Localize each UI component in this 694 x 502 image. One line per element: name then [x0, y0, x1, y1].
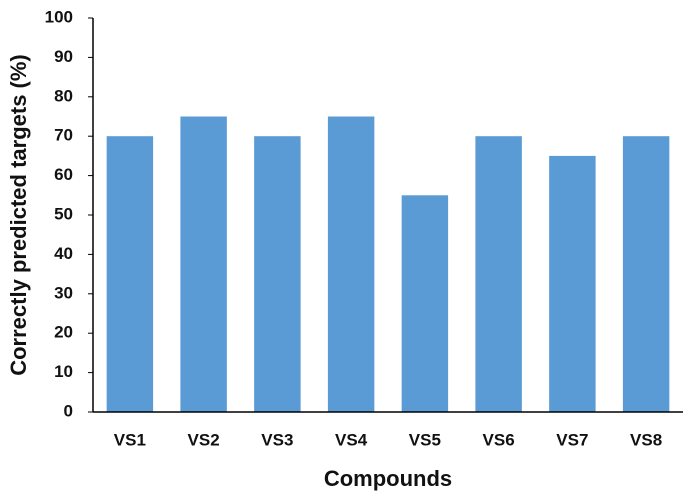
bar: [622, 136, 670, 412]
x-tick-label: VS4: [335, 430, 368, 449]
bar: [327, 116, 375, 412]
bar: [180, 116, 227, 412]
bar: [254, 136, 301, 412]
bar: [475, 136, 522, 412]
y-tick-label: 20: [54, 323, 73, 342]
bar: [106, 136, 154, 412]
y-tick-label: 0: [64, 401, 73, 420]
y-tick-label: 30: [54, 283, 73, 302]
y-tick-label: 100: [45, 7, 73, 26]
bar: [401, 195, 449, 412]
x-tick-label: VS2: [188, 430, 220, 449]
x-tick-label: VS3: [261, 430, 293, 449]
x-tick-label: VS6: [483, 430, 515, 449]
x-axis-title: Compounds: [324, 466, 452, 491]
x-tick-label: VS8: [630, 430, 662, 449]
y-tick-label: 70: [54, 126, 73, 145]
y-tick-label: 10: [54, 362, 73, 381]
y-tick-label: 90: [54, 47, 73, 66]
y-tick-label: 60: [54, 165, 73, 184]
y-axis-title: Correctly predicted targets (%): [6, 54, 31, 376]
y-tick-label: 50: [54, 204, 73, 223]
x-tick-label: VS1: [114, 430, 146, 449]
x-tick-label: VS7: [556, 430, 588, 449]
y-tick-label: 40: [54, 244, 73, 263]
y-tick-label: 80: [54, 86, 73, 105]
bar: [549, 155, 596, 412]
x-tick-label: VS5: [409, 430, 441, 449]
